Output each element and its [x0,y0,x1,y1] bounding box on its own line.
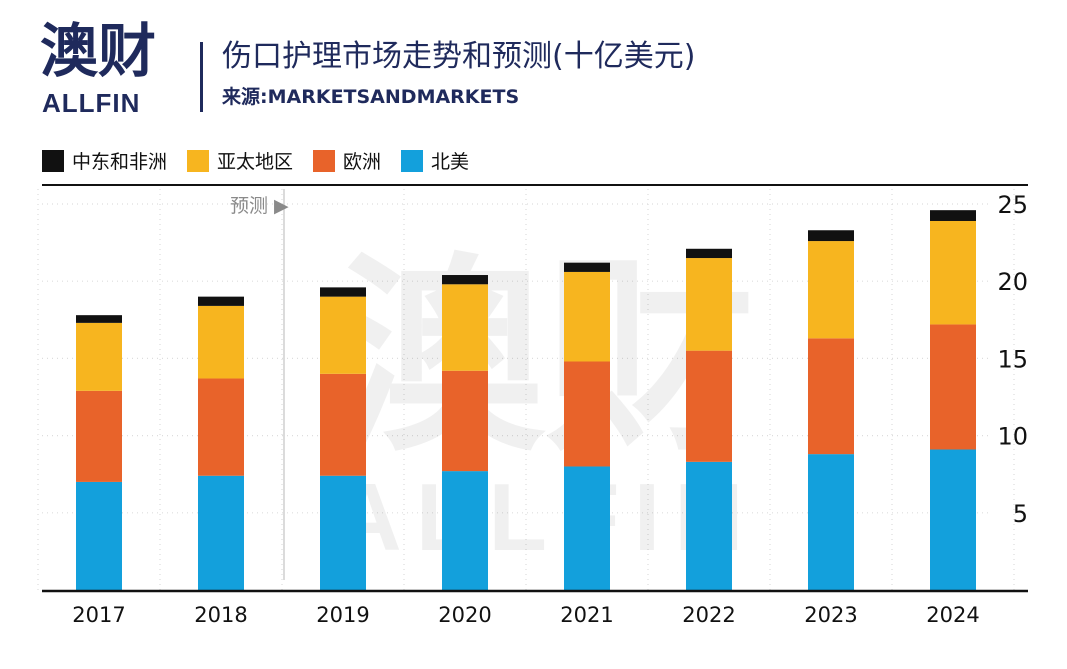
legend-label: 欧洲 [343,151,382,173]
bar-segment [930,210,976,221]
bar-segment [930,449,976,590]
bar-segment [564,361,610,467]
bar-segment [808,338,854,455]
bar-segment [320,373,366,476]
bar-segment [320,287,366,297]
legend-swatch [401,149,424,172]
x-tick-label: 2017 [72,603,125,627]
forecast-label: 预测 ▶ [230,195,289,217]
x-tick-label: 2022 [682,603,735,627]
bar-segment [686,350,732,462]
bar-segment [76,481,122,590]
legend-label: 北美 [431,151,470,173]
bar-segment [320,296,366,374]
bar-segment [808,454,854,590]
x-tick-label: 2023 [804,603,857,627]
legend-item: 中东和非洲 [42,147,167,174]
chart-source: 来源:MARKETSANDMARKETS [222,86,520,108]
legend-swatch [187,149,210,172]
bar-segment [686,258,732,351]
bar-segment [564,466,610,590]
watermark-text: ALLFIN [332,464,757,571]
bar-segment [442,370,488,472]
legend-item: 亚太地区 [187,147,293,174]
y-tick-label: 5 [1013,500,1028,528]
x-tick-label: 2024 [926,603,979,627]
bar-segment [564,271,610,362]
bar-segment [198,305,244,379]
y-tick-label: 15 [997,345,1028,373]
bar-segment [686,248,732,259]
bar-segment [198,296,244,306]
legend: 中东和非洲 亚太地区 欧洲 北美 [42,147,469,174]
bar-segment [930,324,976,450]
bar-segment [198,378,244,476]
x-tick-label: 2021 [560,603,613,627]
legend-label: 中东和非洲 [72,151,168,173]
logo-chinese: 澳财 [40,17,157,85]
legend-swatch [42,149,64,172]
bar-segment [442,471,488,590]
legend-item: 北美 [401,147,469,174]
bar-segment [76,390,122,482]
bar-segment [808,230,854,242]
bar-segment [442,275,488,285]
y-tick-label: 20 [997,268,1028,296]
header-divider [200,42,203,112]
bar-segment [76,322,122,391]
bar-segment [686,461,732,590]
bar-segment [564,262,610,272]
x-tick-label: 2020 [438,603,491,627]
legend-swatch [313,149,336,172]
legend-label: 亚太地区 [217,151,294,173]
x-tick-label: 2018 [194,603,247,627]
bar-segment [808,241,854,339]
y-tick-label: 25 [997,191,1028,219]
bar-segment [320,475,366,590]
bar-segment [930,220,976,325]
bar-segment [198,475,244,590]
watermark-logo: 澳财 [335,235,755,480]
legend-item: 欧洲 [313,147,381,174]
logo-english: ALLFIN [42,88,141,118]
x-tick-label: 2019 [316,603,369,627]
y-tick-label: 10 [997,423,1028,451]
bar-segment [76,315,122,323]
bar-segment [442,284,488,371]
chart-title: 伤口护理市场走势和预测(十亿美元) [222,39,696,74]
